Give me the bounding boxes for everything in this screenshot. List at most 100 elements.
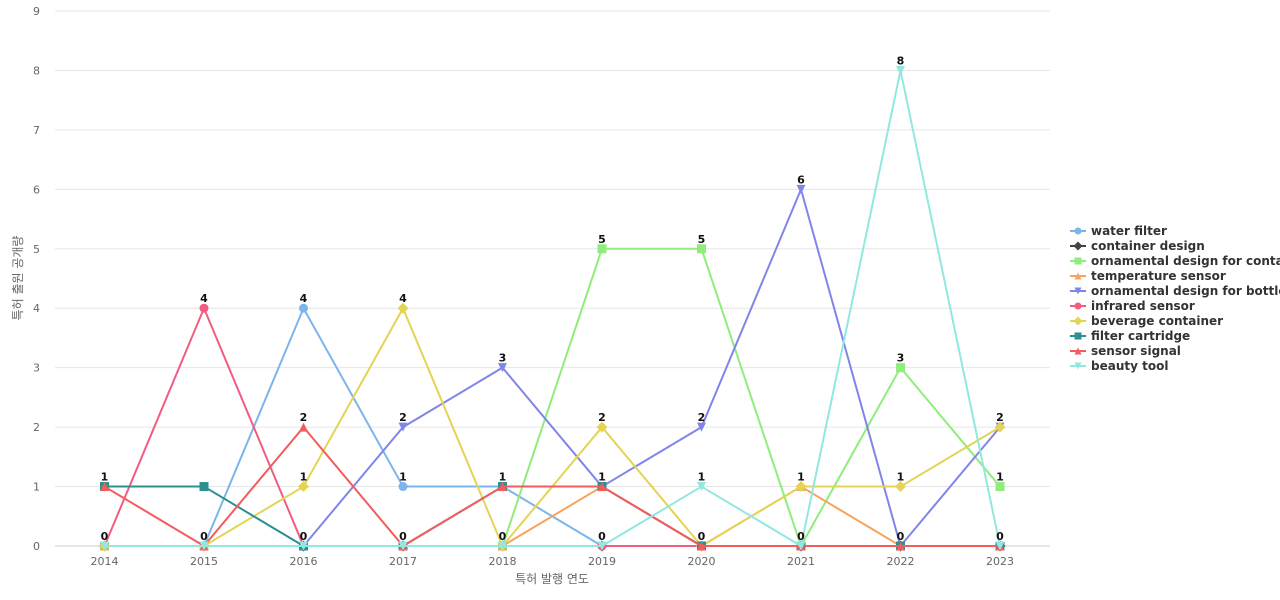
- data-point: [498, 482, 507, 492]
- data-label: 3: [499, 352, 507, 365]
- legend-label: ornamental design for bottle: [1091, 284, 1280, 298]
- legend-item: temperature sensor: [1070, 269, 1226, 283]
- x-tick-label: 2020: [688, 555, 716, 568]
- x-tick-label: 2018: [489, 555, 517, 568]
- x-tick-label: 2022: [887, 555, 915, 568]
- data-point: [795, 481, 807, 493]
- legend-label: water filter: [1091, 224, 1167, 238]
- data-label: 0: [598, 530, 606, 543]
- legend-label: container design: [1091, 239, 1205, 253]
- data-label: 8: [897, 54, 905, 67]
- data-point: [1074, 287, 1082, 295]
- legend-label: filter cartridge: [1091, 329, 1190, 343]
- y-axis-title: 특허 출원 공개량: [11, 236, 25, 321]
- data-point: [299, 303, 308, 313]
- data-label: 0: [399, 530, 407, 543]
- data-label: 6: [797, 173, 805, 186]
- y-tick-label: 9: [33, 5, 40, 18]
- legend-label: beauty tool: [1091, 359, 1168, 373]
- data-labels: 1 0 4 0 4 2 1 0 4 2 1 0 3 1 0 5 2 1 0 5 2 1 0 6 1 0 8 3 1 0 2 1 0: [101, 54, 1005, 543]
- data-point: [1074, 347, 1082, 355]
- data-point: [199, 482, 209, 492]
- y-tick-label: 1: [33, 481, 40, 494]
- data-label: 2: [698, 411, 706, 424]
- data-point: [697, 541, 706, 551]
- x-tick-label: 2023: [986, 555, 1014, 568]
- data-label: 0: [499, 530, 507, 543]
- data-point: [100, 482, 109, 492]
- data-label: 4: [399, 292, 407, 305]
- legend-item: infrared sensor: [1070, 299, 1195, 313]
- data-point: [697, 482, 706, 492]
- data-label: 5: [698, 233, 706, 246]
- series-line: [104, 485, 1000, 547]
- data-label: 0: [200, 530, 208, 543]
- data-label: 0: [101, 530, 109, 543]
- data-label: 1: [598, 471, 606, 484]
- data-point: [298, 481, 309, 493]
- data-point: [1074, 362, 1082, 370]
- data-point: [398, 541, 408, 551]
- data-point: [398, 482, 408, 492]
- data-label: 1: [499, 471, 507, 484]
- legend-item: filter cartridge: [1070, 329, 1190, 343]
- legend-label: beverage container: [1091, 314, 1223, 328]
- data-point: [398, 422, 408, 432]
- series-lines: [99, 65, 1006, 552]
- data-point: [199, 541, 209, 551]
- data-point: [1074, 272, 1082, 280]
- data-label: 1: [797, 471, 805, 484]
- data-label: 2: [996, 411, 1004, 424]
- y-tick-label: 6: [33, 183, 40, 196]
- data-label: 2: [399, 411, 407, 424]
- data-point: [796, 541, 806, 551]
- legend-item: beauty tool: [1070, 359, 1168, 373]
- legend-label: infrared sensor: [1091, 299, 1195, 313]
- legend-item: ornamental design for conta...: [1070, 254, 1280, 268]
- data-point: [1074, 227, 1082, 235]
- data-label: 0: [698, 530, 706, 543]
- x-tick-label: 2015: [190, 555, 218, 568]
- data-label: 1: [300, 471, 308, 484]
- x-axis-ticks: 2014 2015 2016 2017 2018 2019 2020 2021 2022 2023: [91, 555, 1015, 568]
- data-label: 2: [300, 411, 308, 424]
- legend-item: sensor signal: [1070, 344, 1181, 358]
- data-label: 1: [101, 471, 109, 484]
- data-point: [1073, 316, 1083, 326]
- y-tick-label: 0: [33, 540, 40, 553]
- data-point: [994, 421, 1006, 433]
- y-tick-label: 8: [33, 64, 40, 77]
- y-tick-label: 4: [33, 302, 40, 315]
- grid-lines: [55, 10, 1050, 547]
- x-tick-label: 2016: [290, 555, 318, 568]
- data-point: [995, 482, 1005, 492]
- data-point: [995, 541, 1005, 551]
- data-point: [397, 302, 409, 314]
- data-point: [199, 303, 209, 313]
- data-point: [896, 65, 905, 75]
- x-axis-title: 특허 발행 연도: [515, 571, 589, 586]
- data-label: 0: [797, 530, 805, 543]
- data-label: 1: [698, 471, 706, 484]
- data-point: [299, 541, 308, 551]
- legend-item: container design: [1070, 239, 1205, 253]
- y-axis-ticks: 0 1 2 3 4 5 6 7 8 9: [33, 5, 40, 553]
- data-label: 5: [598, 233, 606, 246]
- data-label: 3: [897, 352, 905, 365]
- data-point: [597, 482, 607, 492]
- data-point: [1074, 257, 1082, 265]
- legend-item: water filter: [1070, 224, 1167, 238]
- data-point: [895, 481, 906, 493]
- legend-label: ornamental design for conta...: [1091, 254, 1280, 268]
- data-point: [1074, 302, 1082, 310]
- data-point: [1073, 241, 1083, 251]
- legend-label: sensor signal: [1091, 344, 1181, 358]
- series-beauty-tool: [100, 65, 1005, 551]
- legend-label: temperature sensor: [1091, 269, 1226, 283]
- data-point: [498, 541, 507, 551]
- data-point: [498, 363, 507, 373]
- x-tick-label: 2014: [91, 555, 119, 568]
- y-tick-label: 5: [33, 243, 40, 256]
